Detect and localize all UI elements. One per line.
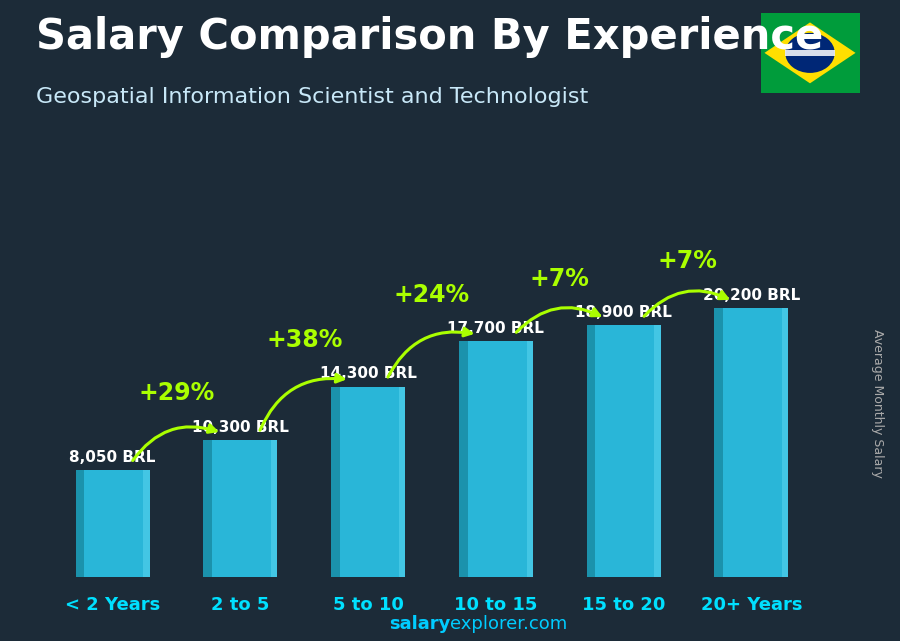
Text: < 2 Years: < 2 Years xyxy=(65,596,160,614)
Text: +7%: +7% xyxy=(530,267,590,290)
Bar xyxy=(587,325,661,577)
Text: 15 to 20: 15 to 20 xyxy=(582,596,665,614)
FancyArrowPatch shape xyxy=(133,425,216,460)
Bar xyxy=(331,387,340,577)
Circle shape xyxy=(785,33,835,73)
Text: +38%: +38% xyxy=(266,328,342,352)
Text: 20,200 BRL: 20,200 BRL xyxy=(703,288,800,303)
Text: +24%: +24% xyxy=(394,283,470,306)
FancyArrowPatch shape xyxy=(644,291,727,316)
Text: 20+ Years: 20+ Years xyxy=(700,596,802,614)
Bar xyxy=(526,341,533,577)
Text: 14,300 BRL: 14,300 BRL xyxy=(320,366,417,381)
Text: 10,300 BRL: 10,300 BRL xyxy=(192,420,289,435)
Bar xyxy=(331,387,405,577)
Text: 8,050 BRL: 8,050 BRL xyxy=(69,449,156,465)
Bar xyxy=(76,470,149,577)
FancyArrowPatch shape xyxy=(517,308,599,332)
Bar xyxy=(715,308,788,577)
Text: 17,700 BRL: 17,700 BRL xyxy=(447,321,544,336)
Text: 5 to 10: 5 to 10 xyxy=(333,596,403,614)
Bar xyxy=(587,325,596,577)
Text: Average Monthly Salary: Average Monthly Salary xyxy=(871,329,884,478)
Bar xyxy=(143,470,149,577)
Bar xyxy=(76,470,85,577)
Text: +29%: +29% xyxy=(139,381,214,405)
Text: 10 to 15: 10 to 15 xyxy=(454,596,537,614)
Bar xyxy=(459,341,533,577)
Text: explorer.com: explorer.com xyxy=(450,615,567,633)
Bar xyxy=(203,440,212,577)
Bar xyxy=(715,308,724,577)
Polygon shape xyxy=(764,22,856,83)
FancyBboxPatch shape xyxy=(785,51,835,56)
Bar xyxy=(203,440,277,577)
Bar xyxy=(271,440,277,577)
FancyArrowPatch shape xyxy=(388,328,472,377)
Bar xyxy=(654,325,661,577)
Text: +7%: +7% xyxy=(658,249,717,273)
FancyArrowPatch shape xyxy=(260,374,344,430)
Bar xyxy=(399,387,405,577)
Text: Salary Comparison By Experience: Salary Comparison By Experience xyxy=(36,16,824,58)
Bar xyxy=(782,308,788,577)
FancyBboxPatch shape xyxy=(760,13,860,93)
Text: 18,900 BRL: 18,900 BRL xyxy=(575,305,672,320)
Text: salary: salary xyxy=(389,615,450,633)
Text: Geospatial Information Scientist and Technologist: Geospatial Information Scientist and Tec… xyxy=(36,87,589,106)
Bar xyxy=(459,341,468,577)
Text: 2 to 5: 2 to 5 xyxy=(212,596,270,614)
